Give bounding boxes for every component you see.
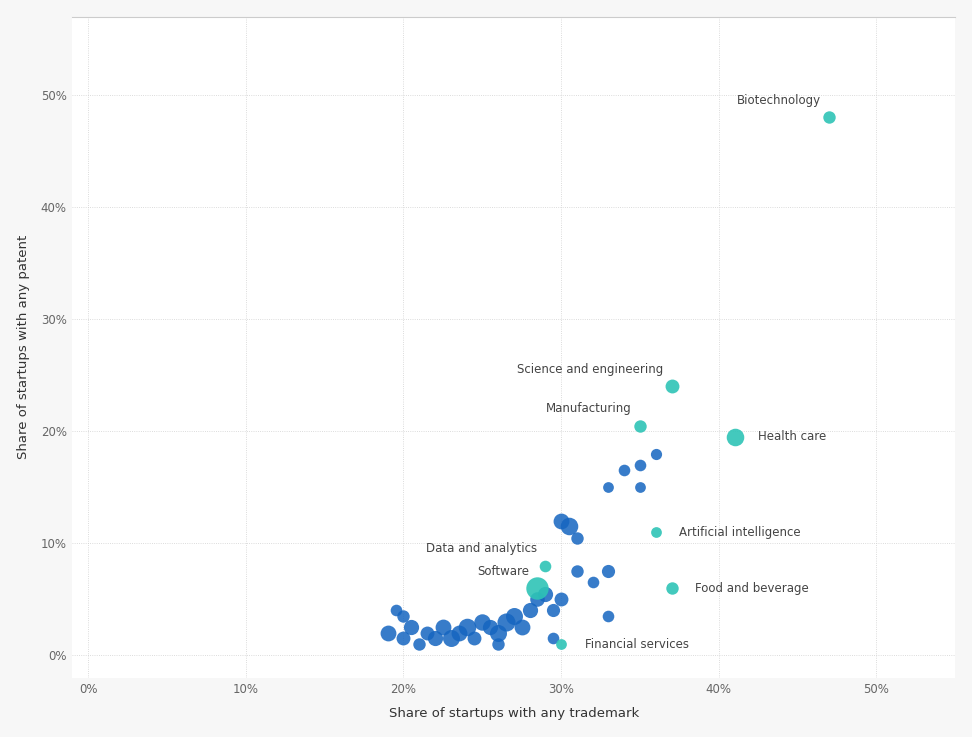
Point xyxy=(435,621,451,633)
Point xyxy=(601,481,616,493)
Point xyxy=(585,576,601,588)
Point xyxy=(380,627,396,639)
Point xyxy=(553,593,569,605)
Point xyxy=(451,627,467,639)
Point xyxy=(821,111,837,123)
Text: Manufacturing: Manufacturing xyxy=(546,402,632,415)
Point xyxy=(443,632,459,644)
Point xyxy=(570,565,585,577)
Point xyxy=(545,604,561,616)
Point xyxy=(616,464,632,476)
Point xyxy=(396,632,411,644)
Point xyxy=(490,627,505,639)
Point xyxy=(632,459,647,471)
Point xyxy=(490,638,505,650)
Point xyxy=(538,587,553,599)
Point xyxy=(538,559,553,571)
Point xyxy=(530,582,545,594)
Point xyxy=(459,621,474,633)
Point xyxy=(522,604,538,616)
Point xyxy=(561,520,576,532)
Point xyxy=(506,610,522,622)
Point xyxy=(403,621,419,633)
Point xyxy=(570,531,585,543)
Point xyxy=(553,515,569,527)
Text: Health care: Health care xyxy=(758,430,826,443)
Point xyxy=(419,627,434,639)
Point xyxy=(411,638,427,650)
Point xyxy=(632,419,647,431)
Text: Food and beverage: Food and beverage xyxy=(695,581,809,595)
Point xyxy=(396,610,411,622)
Point xyxy=(530,593,545,605)
Point xyxy=(601,565,616,577)
Point xyxy=(467,632,482,644)
Text: Science and engineering: Science and engineering xyxy=(517,363,664,376)
Point xyxy=(553,638,569,650)
Y-axis label: Share of startups with any patent: Share of startups with any patent xyxy=(17,235,30,459)
Point xyxy=(545,632,561,644)
Point xyxy=(648,526,664,538)
Point xyxy=(632,481,647,493)
Point xyxy=(499,615,514,627)
Point xyxy=(482,621,498,633)
Point xyxy=(648,447,664,459)
Point xyxy=(601,610,616,622)
Text: Software: Software xyxy=(477,565,530,578)
Text: Biotechnology: Biotechnology xyxy=(737,94,821,107)
Point xyxy=(664,582,679,594)
Point xyxy=(727,431,743,443)
Point xyxy=(428,632,443,644)
Text: Data and analytics: Data and analytics xyxy=(427,542,538,555)
X-axis label: Share of startups with any trademark: Share of startups with any trademark xyxy=(389,708,639,720)
Point xyxy=(514,621,530,633)
Point xyxy=(474,615,490,627)
Text: Financial services: Financial services xyxy=(585,638,689,651)
Text: Artificial intelligence: Artificial intelligence xyxy=(679,525,801,539)
Point xyxy=(388,604,403,616)
Point xyxy=(664,380,679,392)
